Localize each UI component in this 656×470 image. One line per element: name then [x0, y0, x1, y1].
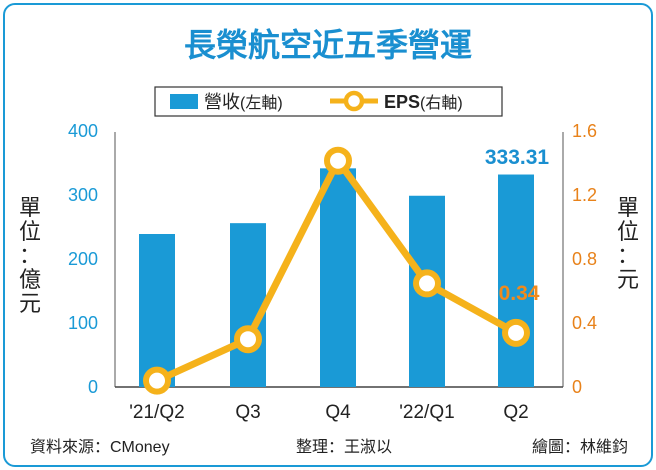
eps-marker-q2-21: [143, 366, 171, 395]
x-axis-labels: '21/Q2 Q3 Q4 '22/Q1 Q2: [129, 402, 528, 423]
right-tick-label: 1.2: [572, 185, 597, 205]
bar-q3-21: [230, 223, 266, 387]
source-credit: 資料來源：CMoney: [30, 438, 170, 456]
illustrator-credit: 繪圖：林維鈞: [532, 437, 628, 456]
left-unit-char: 位: [19, 219, 41, 244]
x-tick-label: Q4: [325, 402, 351, 423]
eps-marker-q1-22: [413, 269, 441, 298]
x-tick-label: Q3: [235, 402, 260, 423]
left-tick-label: 100: [68, 313, 98, 333]
bar-series: [139, 168, 534, 387]
right-unit-char: 位: [617, 219, 639, 244]
left-unit-char: 單: [19, 195, 41, 220]
eps-marker-q3-21: [234, 325, 262, 354]
right-tick-label: 1.6: [572, 121, 597, 141]
right-unit-char: 元: [617, 267, 639, 292]
svg-text:EPS(右軸): EPS(右軸): [384, 92, 463, 112]
legend-bar-suffix: (左軸): [240, 94, 283, 112]
eps-value-label: 0.34: [499, 282, 540, 305]
bar-q2-22: [498, 174, 534, 387]
editor-credit: 整理：王淑以: [296, 438, 392, 456]
right-tick-label: 0.8: [572, 249, 597, 269]
x-tick-label: '22/Q1: [399, 402, 454, 423]
left-axis-unit: 單 位 ： 億 元: [19, 195, 41, 316]
bar-q2-21: [139, 234, 175, 387]
left-tick-label: 400: [68, 121, 98, 141]
svg-text:營收(左軸): 營收(左軸): [204, 92, 283, 112]
right-tick-label: 0.4: [572, 313, 597, 333]
eps-markers: [143, 146, 530, 395]
right-axis-unit: 單 位 ： 元: [617, 195, 639, 292]
right-axis-ticks: 1.6 1.2 0.8 0.4 0: [572, 121, 597, 397]
legend-line-suffix: (右軸): [420, 94, 463, 112]
legend-line-marker: [343, 90, 365, 112]
chart-title: 長榮航空近五季營運: [184, 27, 472, 63]
legend-box: [154, 86, 503, 117]
eps-marker-q2-22: [502, 318, 530, 347]
legend-line-label: EPS: [384, 92, 420, 112]
left-unit-char: ：: [19, 243, 41, 268]
x-tick-label: Q2: [503, 402, 528, 423]
right-unit-char: 單: [617, 195, 639, 220]
left-axis-ticks: 400 300 200 100 0: [68, 121, 98, 397]
left-tick-label: 0: [88, 377, 98, 397]
legend-bar-label: 營收: [204, 92, 240, 112]
legend: 營收(左軸) EPS(右軸): [154, 86, 503, 117]
x-tick-label: '21/Q2: [129, 402, 184, 423]
bar-value-label: 333.31: [485, 146, 550, 169]
eps-marker-q4-21: [324, 146, 352, 175]
left-unit-char: 元: [19, 291, 41, 316]
bar-q4-21: [320, 168, 356, 387]
right-unit-char: ：: [617, 243, 639, 268]
left-unit-char: 億: [19, 267, 41, 292]
right-tick-label: 0: [572, 377, 582, 397]
left-tick-label: 300: [68, 185, 98, 205]
left-tick-label: 200: [68, 249, 98, 269]
legend-bar-swatch: [170, 94, 198, 109]
